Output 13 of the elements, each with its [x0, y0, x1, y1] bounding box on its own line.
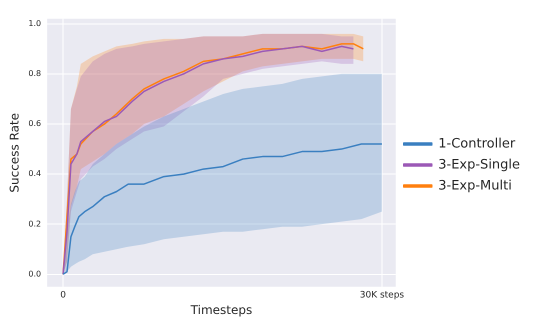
y-tick-label: 1.0 [28, 18, 42, 28]
x-tick-label: 30K steps [360, 290, 404, 301]
y-axis-title: Success Rate [7, 112, 22, 193]
legend-label: 3-Exp-Single [438, 157, 520, 172]
legend-label: 1-Controller [438, 136, 516, 152]
y-tick-label: 0.2 [28, 219, 42, 228]
legend-label: 3-Exp-Multi [438, 178, 512, 194]
y-tick-label: 0.4 [28, 169, 42, 178]
x-axis-title: Timesteps [190, 302, 252, 317]
y-tick-label: 0.8 [28, 68, 42, 78]
y-tick-label: 0.6 [28, 119, 42, 128]
x-tick-label: 0 [60, 290, 66, 301]
y-tick-label: 0.0 [28, 269, 42, 278]
